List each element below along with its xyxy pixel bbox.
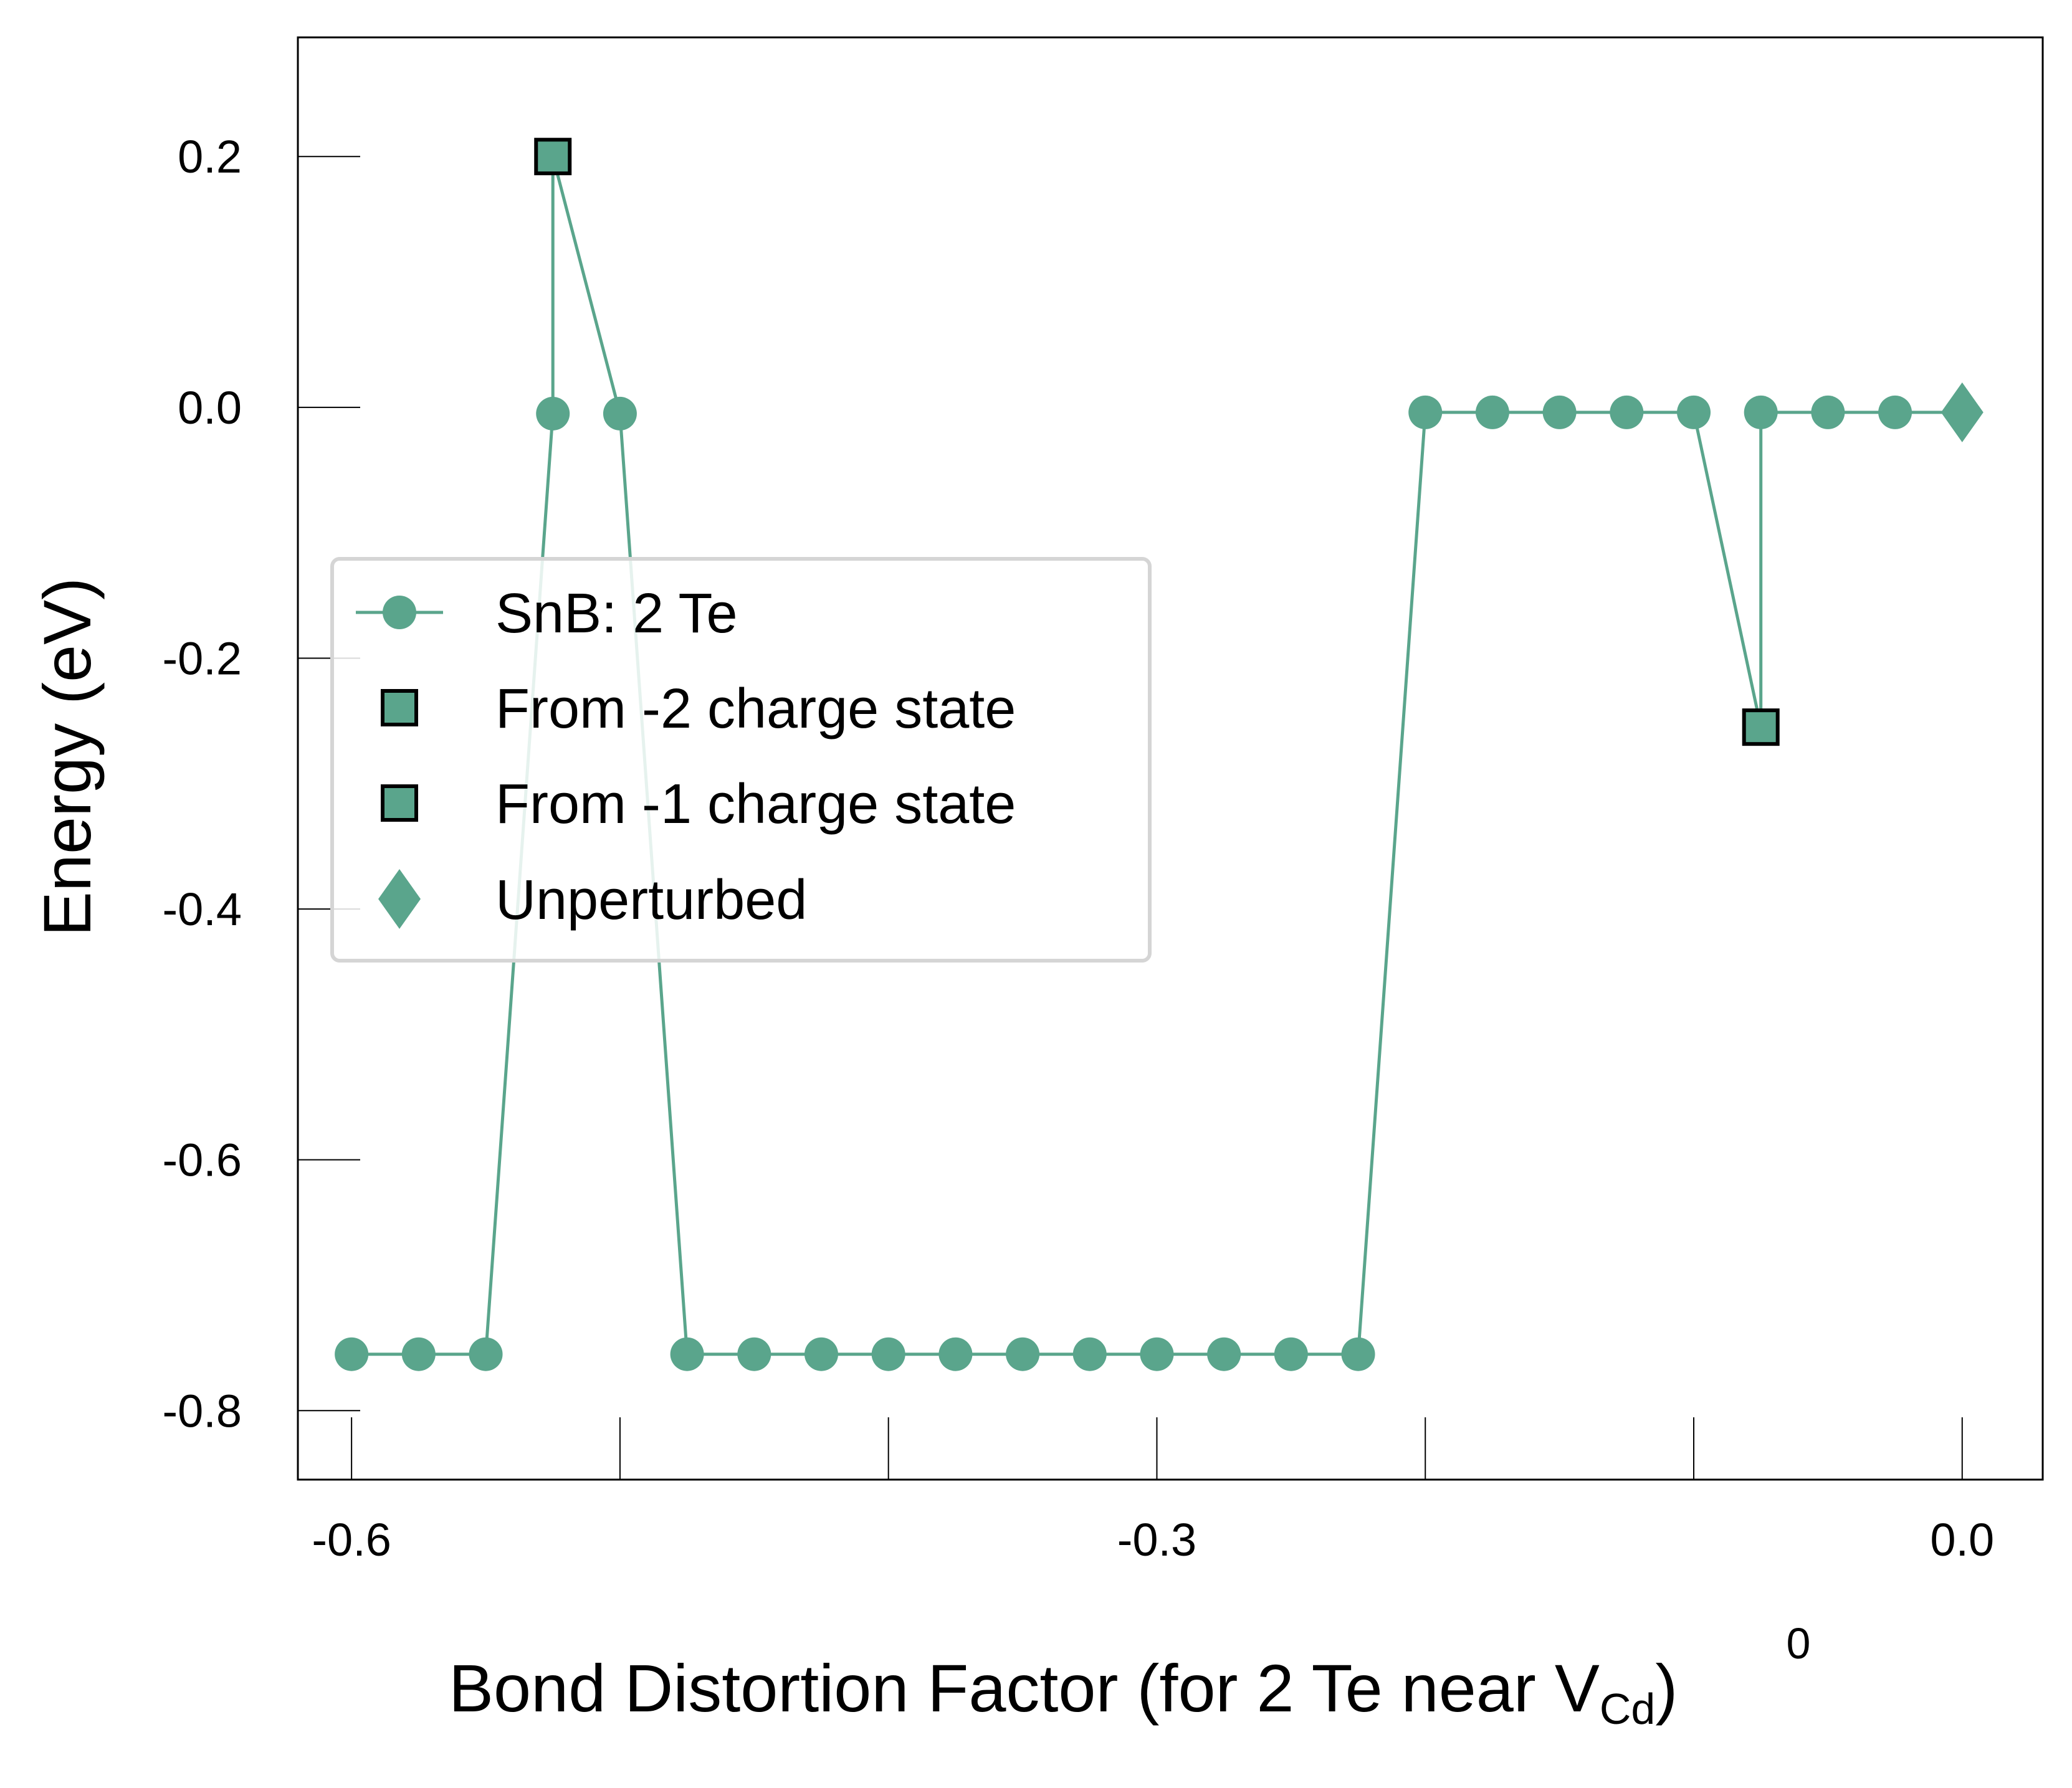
y-tick-label: -0.6 bbox=[162, 1134, 242, 1186]
data-point-circle bbox=[1677, 395, 1711, 429]
legend-box bbox=[330, 557, 1152, 963]
x-axis-label-main: Bond Distortion Factor (for 2 Te near V bbox=[449, 1650, 1600, 1726]
x-tick-label: -0.3 bbox=[1117, 1514, 1197, 1566]
legend-square-marker bbox=[381, 784, 418, 822]
data-point-circle bbox=[469, 1337, 503, 1371]
data-point-circle bbox=[1744, 395, 1778, 429]
data-point-circle bbox=[603, 396, 637, 430]
data-point-circle bbox=[670, 1337, 704, 1371]
data-point-circle bbox=[1811, 395, 1845, 429]
legend-entry-label: From -2 charge state bbox=[495, 678, 1016, 740]
x-tick-label: 0.0 bbox=[1930, 1514, 1994, 1566]
data-point-circle bbox=[871, 1337, 905, 1371]
y-tick-label: -0.8 bbox=[162, 1385, 242, 1437]
y-tick-label: 0.2 bbox=[178, 131, 242, 183]
plot-area-frame bbox=[297, 36, 2044, 1481]
y-tick-label: -0.2 bbox=[162, 632, 242, 684]
data-point-circle bbox=[1542, 395, 1577, 429]
data-point-circle bbox=[335, 1337, 369, 1371]
data-point-circle bbox=[401, 1337, 436, 1371]
data-point-circle bbox=[1072, 1337, 1107, 1371]
data-point-circle bbox=[1006, 1337, 1040, 1371]
x-axis-label: Bond Distortion Factor (for 2 Te near VC… bbox=[449, 1650, 1678, 1733]
x-axis-label-close: ) bbox=[1655, 1650, 1678, 1726]
legend-diamond-marker bbox=[378, 869, 421, 929]
x-axis-label-superscript: 0 bbox=[1787, 1619, 1811, 1668]
data-point-square bbox=[1742, 708, 1780, 746]
data-point-circle bbox=[1610, 395, 1644, 429]
data-point-circle bbox=[1274, 1337, 1308, 1371]
legend-entry-label: Unperturbed bbox=[495, 869, 807, 931]
legend-circle-marker bbox=[383, 596, 416, 629]
data-point-circle bbox=[1207, 1337, 1241, 1371]
data-point-circle bbox=[804, 1337, 838, 1371]
x-tick-label: -0.6 bbox=[312, 1514, 391, 1566]
legend-entry-label: From -1 charge state bbox=[495, 773, 1016, 835]
legend-square-marker bbox=[381, 689, 418, 726]
y-tick-label: 0.0 bbox=[178, 382, 242, 434]
data-point-circle bbox=[1408, 395, 1443, 429]
data-point-circle bbox=[1341, 1337, 1375, 1371]
data-point-square bbox=[534, 138, 572, 176]
data-point-circle bbox=[1475, 395, 1509, 429]
data-point-circle bbox=[1140, 1337, 1174, 1371]
data-point-circle bbox=[1878, 395, 1912, 429]
data-point-diamond bbox=[1941, 382, 1984, 442]
legend-entry-label: SnB: 2 Te bbox=[495, 583, 738, 645]
data-point-circle bbox=[536, 396, 570, 430]
y-tick-label: -0.4 bbox=[162, 883, 242, 935]
x-axis-label-subscript: Cd bbox=[1600, 1685, 1655, 1733]
y-axis-label: Energy (eV) bbox=[29, 578, 105, 936]
data-point-circle bbox=[737, 1337, 771, 1371]
data-point-circle bbox=[938, 1337, 973, 1371]
